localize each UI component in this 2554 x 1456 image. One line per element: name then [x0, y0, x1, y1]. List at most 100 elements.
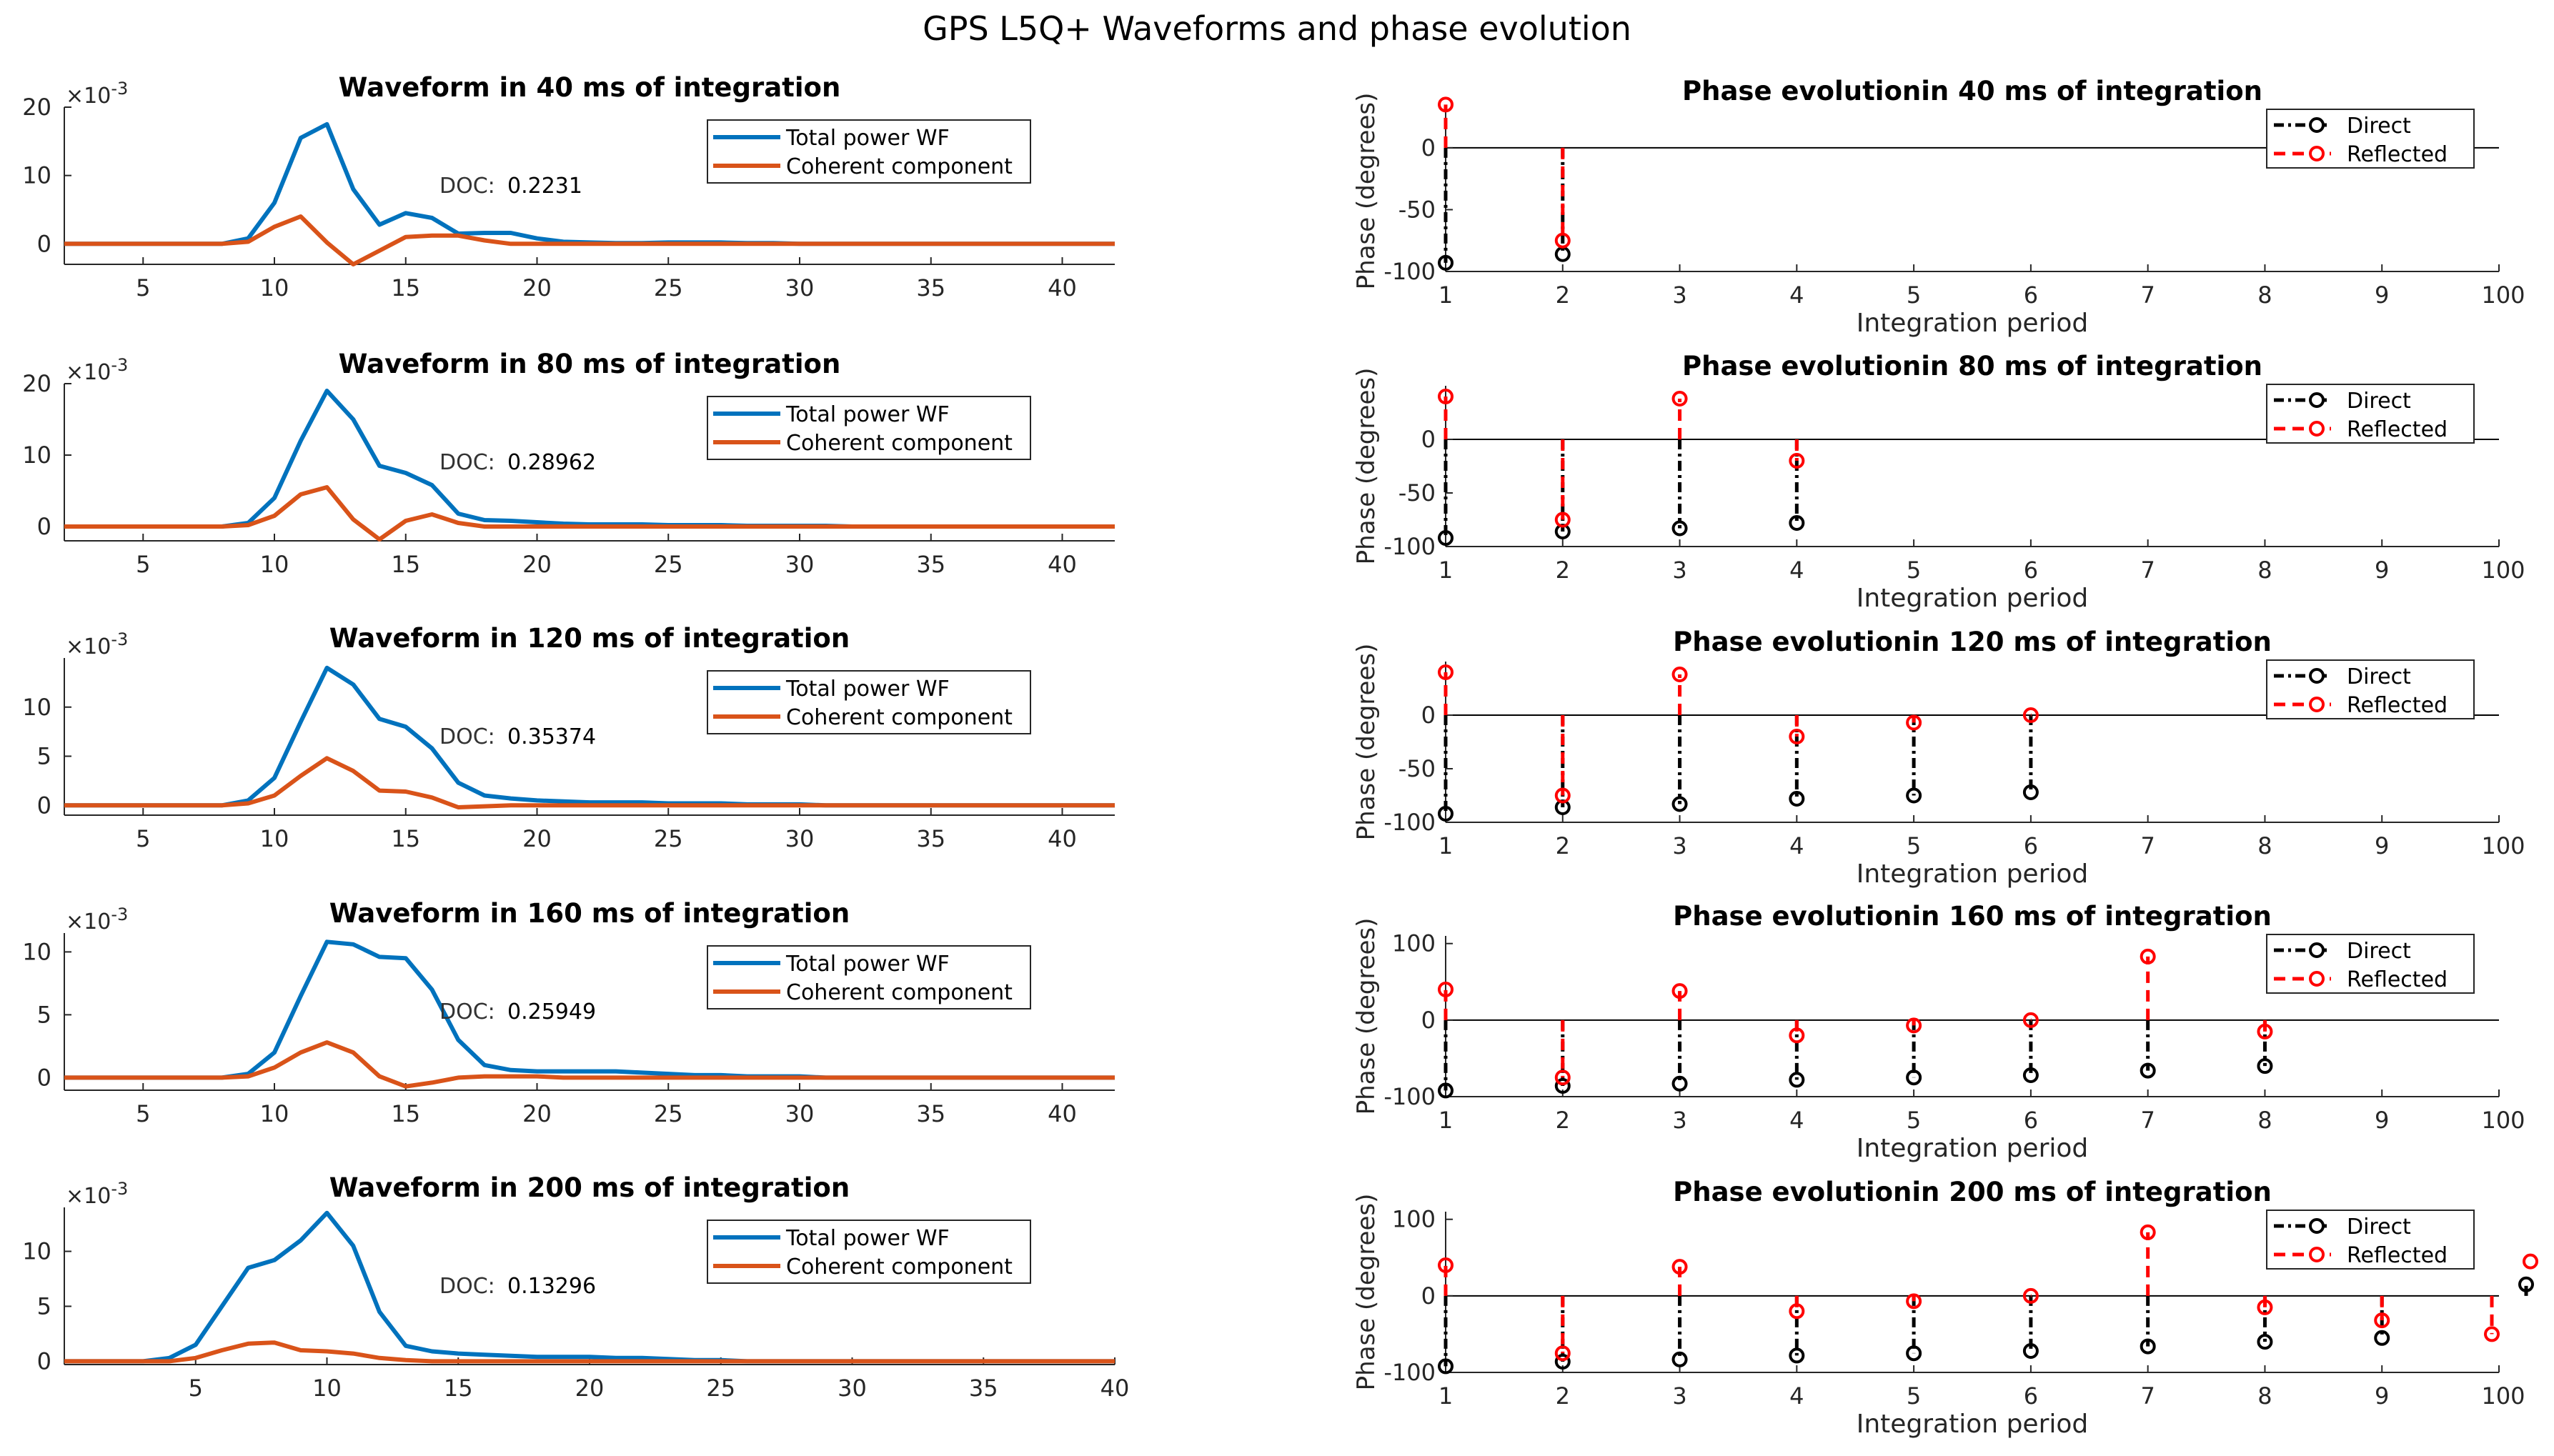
x-tick-label: 20 — [522, 1100, 552, 1127]
x-tick-label: 35 — [969, 1375, 998, 1402]
legend-entry: Total power WF — [785, 402, 950, 427]
waveform-title: Waveform in 40 ms of integration — [339, 72, 841, 103]
exponent-label: ×10-3 — [66, 904, 128, 934]
x-tick-label: 6 — [2024, 1382, 2038, 1410]
y-tick-label: 5 — [37, 1001, 51, 1028]
x-tick-label: 40 — [1048, 274, 1077, 301]
legend-box — [707, 396, 1031, 460]
x-tick-label: 3 — [1672, 832, 1686, 859]
x-tick-label: 40 — [1048, 1100, 1077, 1127]
x-tick-label: 9 — [2375, 1107, 2389, 1134]
x-axis-label: Integration period — [1857, 309, 2089, 338]
x-axis-label: Integration period — [1857, 584, 2089, 613]
x-tick-label: 2 — [1556, 557, 1570, 584]
x-tick-label: 100 — [2481, 281, 2525, 309]
x-tick-label: 5 — [1907, 832, 1921, 859]
reflected-marker — [2140, 1224, 2156, 1240]
phase-title: Phase evolutionin 200 ms of integration — [1673, 1177, 2272, 1207]
x-tick-label: 2 — [1556, 832, 1570, 859]
legend-marker — [2309, 942, 2325, 958]
legend-entry: Direct — [2347, 664, 2411, 689]
x-tick-label: 5 — [189, 1375, 203, 1402]
legend: Direct Reflected — [2266, 109, 2475, 169]
x-tick-label: 30 — [785, 1100, 815, 1127]
figure-title: GPS L5Q+ Waveforms and phase evolution — [923, 9, 1631, 48]
phase-panel-4: Phase evolutionin 160 ms of integration 1… — [1352, 901, 2525, 1163]
x-tick-label: 4 — [1789, 557, 1804, 584]
direct-marker — [1906, 1345, 1922, 1362]
x-tick-label: 6 — [2024, 281, 2038, 309]
x-tick-label: 10 — [260, 1100, 289, 1127]
legend-box — [2266, 659, 2475, 719]
y-tick-label: 0 — [37, 792, 51, 819]
x-tick-label: 1 — [1439, 832, 1453, 859]
doc-label: DOC: — [439, 724, 495, 749]
direct-marker — [1789, 791, 1805, 807]
y-tick-label: 10 — [22, 694, 51, 721]
reflected-marker — [1906, 714, 1922, 731]
y-tick-label: -50 — [1398, 196, 1436, 223]
legend-entry: Reflected — [2347, 693, 2448, 718]
x-tick-label: 25 — [654, 274, 683, 301]
legend-entry: Reflected — [2347, 967, 2448, 992]
reflected-marker — [1789, 1027, 1805, 1044]
direct-marker — [2022, 1343, 2039, 1359]
x-tick-label: 2 — [1556, 1107, 1570, 1134]
legend-marker — [2309, 668, 2325, 684]
x-tick-label: 40 — [1048, 825, 1077, 852]
coherent-component-line — [64, 756, 1115, 809]
legend-box — [707, 945, 1031, 1009]
legend-marker — [2309, 971, 2325, 987]
y-axis-label: Phase (degrees) — [1352, 1194, 1381, 1391]
legend: Total power WF Coherent component — [707, 945, 1031, 1009]
direct-marker — [1671, 520, 1688, 537]
x-tick-label: 3 — [1672, 1382, 1686, 1410]
x-tick-label: 8 — [2257, 281, 2272, 309]
doc-value: 0.2231 — [507, 174, 582, 199]
reflected-marker — [1438, 1257, 1454, 1273]
coherent-component-line — [64, 214, 1115, 266]
direct-marker — [1906, 787, 1922, 804]
x-tick-label: 10 — [312, 1375, 342, 1402]
y-tick-label: 0 — [37, 230, 51, 257]
y-tick-label: 100 — [1392, 1206, 1436, 1233]
direct-marker — [2022, 1067, 2039, 1083]
legend-entry: Reflected — [2347, 1243, 2448, 1268]
legend: Total power WF Coherent component — [707, 1220, 1031, 1284]
x-tick-label: 9 — [2375, 281, 2389, 309]
legend: Total power WF Coherent component — [707, 670, 1031, 734]
y-tick-label: 10 — [22, 938, 51, 965]
y-tick-label: -50 — [1398, 479, 1436, 507]
x-tick-label: 2 — [1556, 281, 1570, 309]
waveform-title: Waveform in 160 ms of integration — [329, 898, 850, 929]
x-tick-label: 1 — [1439, 281, 1453, 309]
y-tick-label: 0 — [1421, 134, 1436, 161]
x-tick-label: 3 — [1672, 281, 1686, 309]
waveform-title: Waveform in 120 ms of integration — [329, 623, 850, 654]
reflected-marker — [1906, 1017, 1922, 1034]
reflected-marker — [2257, 1023, 2273, 1039]
waveform-title: Waveform in 200 ms of integration — [329, 1172, 850, 1203]
y-tick-label: 20 — [22, 370, 51, 397]
legend-box — [2266, 934, 2475, 994]
waveform-panel-4: Waveform in 160 ms of integration 5 10 15 20… — [22, 898, 1115, 1127]
y-axis-label: Phase (degrees) — [1352, 644, 1381, 841]
legend-box — [707, 1220, 1031, 1284]
x-tick-label: 6 — [2024, 832, 2038, 859]
phase-panel-2: Phase evolutionin 80 ms of integration 1 2… — [1352, 351, 2525, 613]
phase-title: Phase evolutionin 40 ms of integration — [1682, 76, 2262, 106]
y-tick-label: 0 — [1421, 1007, 1436, 1034]
exponent-label: ×10-3 — [66, 355, 128, 385]
direct-marker — [2257, 1058, 2273, 1074]
legend-entry: Total power WF — [785, 126, 950, 151]
phase-panel-3: Phase evolutionin 120 ms of integration 1… — [1352, 627, 2525, 889]
doc-label: DOC: — [439, 999, 495, 1024]
x-tick-label: 5 — [136, 274, 150, 301]
direct-marker — [1906, 1069, 1922, 1086]
x-tick-label: 4 — [1789, 281, 1804, 309]
direct-marker — [1438, 806, 1454, 822]
x-tick-label: 8 — [2257, 1382, 2272, 1410]
reflected-marker — [2257, 1299, 2273, 1315]
legend-box — [2266, 384, 2475, 444]
x-tick-label: 100 — [2481, 832, 2525, 859]
